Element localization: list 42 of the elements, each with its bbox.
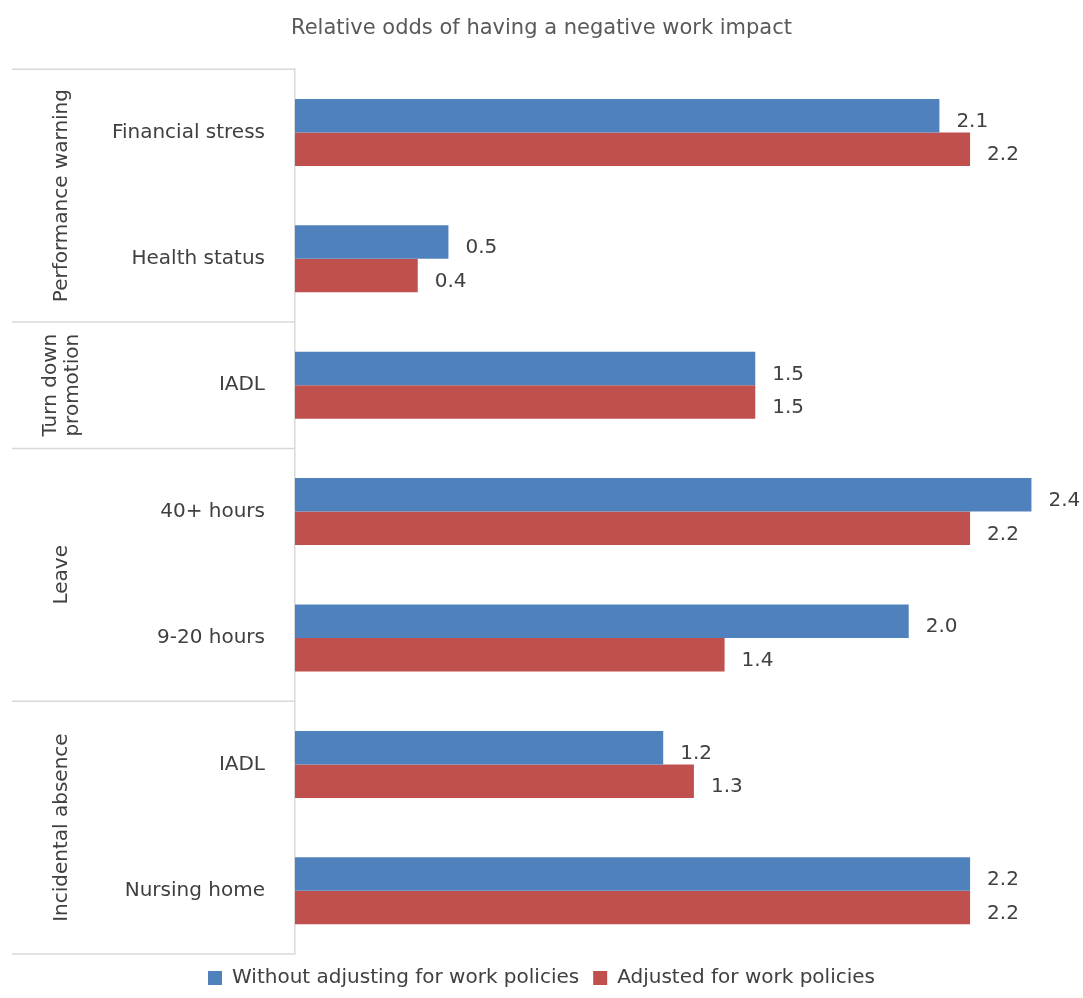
bar	[295, 638, 725, 672]
data-label: 1.5	[772, 360, 805, 385]
text: Turn down promotion	[37, 333, 84, 438]
bar	[295, 478, 1032, 512]
data-label: 1.2	[680, 739, 713, 764]
bar	[295, 511, 971, 546]
data-label: 1.3	[710, 773, 743, 798]
data-label: 1.4	[741, 646, 774, 671]
y-tick-label: 40+ hours	[160, 497, 265, 522]
legend-label: Adjusted for work policies	[617, 964, 875, 989]
data-label: 2.2	[987, 866, 1019, 891]
bar	[295, 764, 694, 798]
bar	[295, 385, 756, 419]
data-label: 2.2	[987, 520, 1019, 545]
bar	[295, 225, 449, 259]
y-tick-label: IADL	[218, 750, 266, 775]
bar	[295, 351, 756, 386]
chart-title: Relative odds of having a negative work impact	[291, 15, 792, 40]
data-label: 1.5	[772, 394, 805, 419]
data-label: 0.4	[434, 267, 467, 292]
bar	[295, 890, 971, 925]
y-tick-label: Financial stress	[111, 118, 265, 143]
bar	[295, 730, 664, 765]
text: Performance warning	[48, 89, 73, 303]
y-tick-label: 9-20 hours	[157, 624, 265, 649]
bar	[295, 258, 418, 293]
data-label: 2.1	[956, 107, 989, 132]
data-label: 2.0	[925, 613, 958, 638]
data-label: 2.2	[987, 141, 1019, 166]
y-tick-label: IADL	[218, 371, 266, 396]
bar	[295, 98, 940, 133]
data-label: 2.4	[1048, 487, 1081, 512]
data-label: 0.5	[465, 234, 498, 259]
y-tick-label: Nursing home	[124, 877, 265, 901]
bar	[295, 857, 971, 891]
y-tick-label: Health status	[131, 245, 265, 269]
data-label: 2.2	[987, 899, 1019, 924]
legend-label: Without adjusting for work policies	[232, 964, 580, 989]
bar	[295, 132, 971, 166]
text: Leave	[48, 545, 73, 605]
text: Incidental absence	[48, 733, 73, 922]
bar	[295, 604, 909, 638]
